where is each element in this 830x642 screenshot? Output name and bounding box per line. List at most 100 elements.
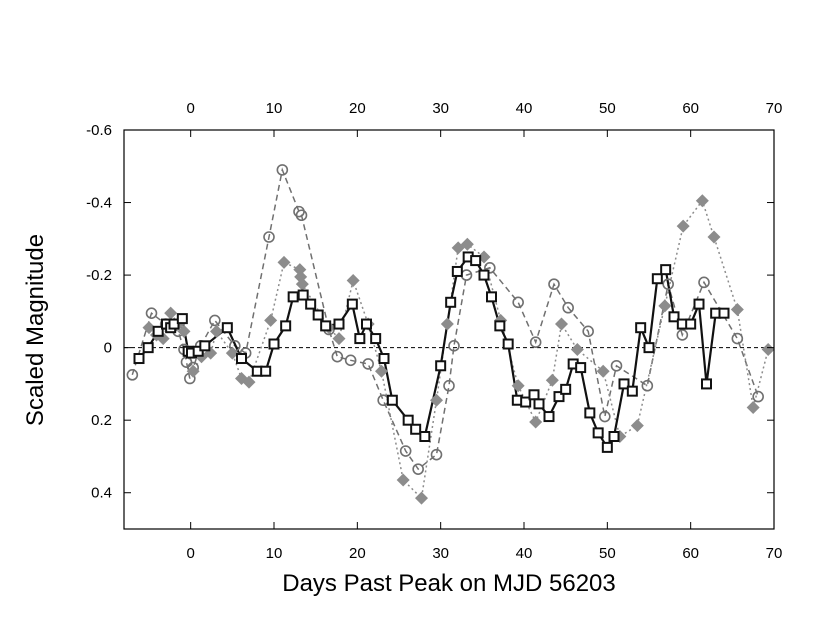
data-point-square: [520, 396, 532, 408]
data-point-circle: [276, 164, 289, 176]
y-tick-label: -0.4: [86, 195, 112, 212]
data-point-square: [660, 264, 672, 276]
data-point-square: [478, 269, 490, 281]
data-point-diamond: [730, 303, 744, 317]
data-point-square: [502, 338, 514, 350]
data-point-circle: [412, 463, 424, 475]
data-point-diamond: [596, 364, 610, 378]
data-point-circle: [145, 307, 158, 319]
data-point-square: [494, 320, 506, 332]
data-point-square: [685, 318, 697, 330]
data-point-square: [378, 353, 390, 365]
data-point-diamond: [295, 277, 309, 291]
data-point-square: [305, 298, 317, 310]
data-point-square: [668, 311, 680, 323]
data-point-square: [486, 291, 497, 303]
data-point-square: [618, 378, 630, 390]
data-point-diamond: [430, 393, 443, 407]
x-tick-label-bottom: 20: [349, 545, 366, 562]
data-point-square: [297, 289, 309, 301]
data-point-circle: [562, 301, 574, 314]
data-point-diamond: [511, 379, 525, 393]
data-point-square: [287, 291, 299, 303]
data-point-circle: [263, 231, 275, 243]
x-tick-label-top: 60: [682, 100, 699, 117]
x-axis-title: Days Past Peak on MJD 56203: [282, 570, 616, 597]
data-point-diamond: [177, 324, 191, 338]
data-point-diamond: [630, 419, 644, 433]
data-point-diamond: [332, 332, 346, 346]
axes: 0 0 10 10 20 20 30 30 40 40 50 50 60 60 70 70 -0.6 -0.4 -0…: [86, 100, 782, 562]
x-tick-label-bottom: 60: [682, 545, 699, 562]
data-point-circle: [599, 410, 611, 423]
data-point-circle: [443, 379, 455, 392]
data-point-diamond: [210, 324, 223, 338]
data-point-circle: [126, 369, 139, 381]
data-point-diamond: [225, 346, 239, 360]
data-point-square: [386, 394, 398, 406]
y-tick-label: 0: [104, 340, 112, 357]
data-point-diamond: [264, 313, 278, 327]
data-point-square: [152, 325, 164, 337]
data-point-diamond: [761, 342, 775, 356]
x-tick-label-top: 30: [432, 100, 449, 117]
data-point-circle: [448, 340, 460, 352]
x-tick-label-bottom: 40: [516, 545, 533, 562]
data-point-circle: [484, 262, 496, 274]
data-point-diamond: [695, 194, 709, 208]
data-point-diamond: [396, 473, 410, 487]
data-point-square: [575, 362, 587, 374]
data-point-diamond: [545, 373, 559, 387]
data-point-square: [260, 365, 272, 377]
x-tick-label-bottom: 70: [766, 545, 783, 562]
plot-frame: [123, 129, 775, 530]
data-point-square: [626, 385, 638, 397]
data-point-circle: [399, 445, 412, 457]
series-line-circle: [131, 167, 759, 471]
data-point-square: [333, 318, 345, 330]
data-point-square: [608, 431, 620, 443]
y-axis-title: Scaled Magnitude: [22, 234, 49, 426]
series-layer: [126, 164, 775, 505]
data-point-circle: [610, 359, 623, 372]
data-point-square: [451, 265, 463, 277]
data-point-circle: [362, 358, 374, 370]
data-point-square: [584, 407, 596, 419]
series-line-diamond: [148, 199, 769, 500]
data-point-circle: [344, 354, 357, 367]
y-tick-label: 0.2: [91, 412, 112, 429]
data-point-diamond: [186, 364, 200, 378]
data-point-square: [176, 313, 188, 325]
data-point-square: [560, 383, 572, 395]
data-point-square: [718, 307, 730, 319]
data-point-square: [445, 296, 457, 308]
data-point-square: [553, 391, 565, 403]
data-point-diamond: [415, 491, 428, 505]
data-point-square: [280, 320, 292, 332]
data-point-square: [221, 322, 233, 334]
data-point-circle: [295, 209, 308, 222]
x-tick-label-top: 50: [599, 100, 616, 117]
data-point-square: [693, 298, 705, 310]
data-point-square: [528, 389, 540, 401]
data-point-diamond: [658, 299, 672, 313]
data-point-square: [133, 353, 145, 365]
data-point-square: [402, 414, 414, 426]
data-point-square: [268, 338, 280, 350]
data-point-diamond: [440, 317, 454, 331]
x-tick-label-top: 40: [516, 100, 533, 117]
data-point-diamond: [529, 415, 543, 429]
data-point-circle: [529, 336, 542, 348]
x-tick-label-bottom: 50: [599, 545, 616, 562]
data-point-circle: [731, 332, 744, 345]
data-point-square: [236, 353, 247, 365]
data-point-circle: [676, 329, 689, 341]
data-point-circle: [331, 350, 344, 363]
data-point-circle: [548, 278, 560, 290]
data-point-diamond: [460, 237, 474, 251]
x-tick-label-top: 0: [186, 100, 194, 117]
data-point-square: [601, 441, 613, 453]
data-point-diamond: [242, 375, 256, 389]
data-point-circle: [752, 390, 764, 403]
x-tick-label-top: 20: [349, 100, 366, 117]
